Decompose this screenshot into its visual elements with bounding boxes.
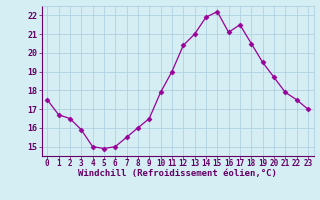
X-axis label: Windchill (Refroidissement éolien,°C): Windchill (Refroidissement éolien,°C)	[78, 169, 277, 178]
